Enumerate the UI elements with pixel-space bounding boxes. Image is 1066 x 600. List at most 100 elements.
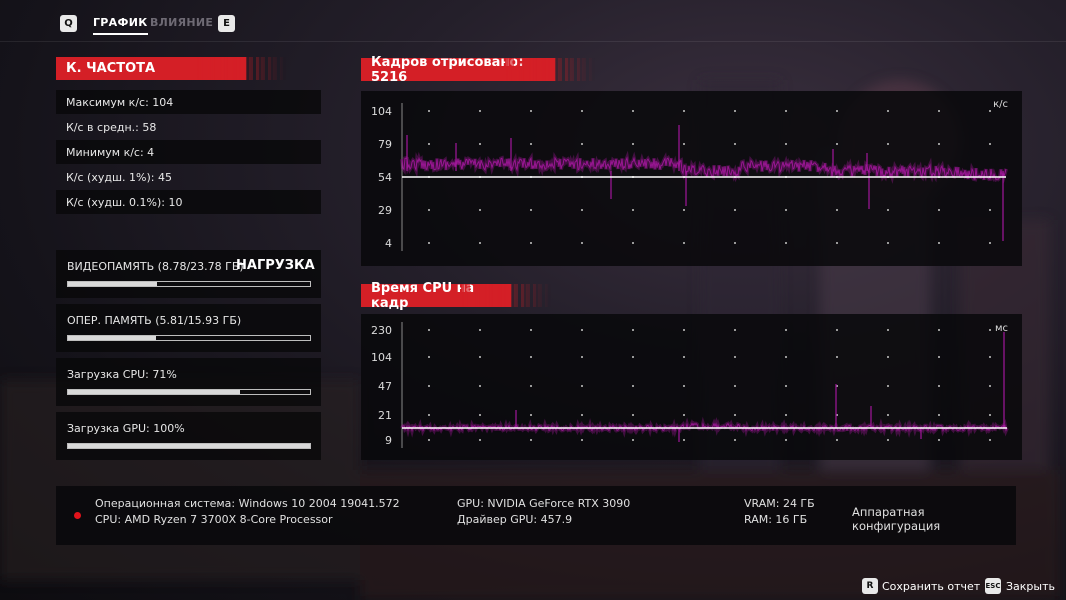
grid-dot (887, 329, 889, 331)
frame-series-line (401, 156, 1007, 181)
grid-dot (479, 439, 481, 441)
grid-dot (581, 385, 583, 387)
fps-chart-plot: 104 79 54 29 4 (371, 103, 1008, 251)
grid-dot (887, 414, 889, 416)
tab-impact[interactable]: ВЛИЯНИЕ (150, 16, 214, 29)
grid-dot (734, 414, 736, 416)
header-glitch-decoration (505, 58, 595, 81)
grid-dot (734, 143, 736, 145)
grid-dot (530, 329, 532, 331)
y-tick-label: 79 (378, 138, 392, 151)
close-button[interactable]: Закрыть (1006, 580, 1055, 593)
grid-dot (887, 356, 889, 358)
grid-dot (785, 329, 787, 331)
grid-dot (887, 242, 889, 244)
grid-dot (836, 385, 838, 387)
grid-dot (938, 385, 940, 387)
gpu-progress-bar (67, 443, 311, 449)
grid-dot (887, 110, 889, 112)
y-tick-label: 4 (385, 237, 392, 250)
grid-dot (530, 110, 532, 112)
vram-info: VRAM: 24 ГБ (744, 497, 815, 510)
grid-dot (581, 110, 583, 112)
grid-dot (734, 439, 736, 441)
grid-dot (938, 242, 940, 244)
tab-right-key[interactable]: E (218, 15, 235, 32)
grid-dot (428, 143, 430, 145)
stat-text: К/с (худш. 0.1%): 10 (66, 195, 183, 209)
grid-dot (632, 110, 634, 112)
grid-dot (530, 385, 532, 387)
load-title: НАГРУЗКА (236, 258, 315, 273)
cpu-chart-title: Время CPU на кадр (371, 280, 475, 311)
grid-dot (683, 439, 685, 441)
vram-progress-fill (68, 282, 158, 286)
esc-key-icon[interactable]: ESC (985, 578, 1001, 594)
grid-dot (938, 329, 940, 331)
grid-dot (785, 414, 787, 416)
grid-dot (734, 209, 736, 211)
grid-dot (836, 329, 838, 331)
grid-dot (938, 209, 940, 211)
grid-dot (428, 110, 430, 112)
grid-dot (938, 439, 940, 441)
save-key-icon[interactable]: R (862, 578, 878, 594)
grid-dot (836, 110, 838, 112)
system-info-bar: Операционная система: Windows 10 2004 19… (56, 486, 1016, 545)
y-tick-label: 21 (378, 409, 392, 422)
fps-chart: к/с 104 79 54 29 4 (361, 91, 1022, 266)
tab-left-key[interactable]: Q (60, 15, 77, 32)
grid-dot (479, 209, 481, 211)
grid-dot (632, 329, 634, 331)
grid-dot (428, 356, 430, 358)
grid-dot (683, 414, 685, 416)
grid-dot (989, 209, 991, 211)
stat-text: Максимум к/с: 104 (66, 95, 174, 109)
grid-dot (734, 242, 736, 244)
y-tick-label: 230 (371, 324, 392, 337)
grid-dot (734, 329, 736, 331)
grid-dot (785, 143, 787, 145)
grid-dot (479, 143, 481, 145)
grid-dot (479, 329, 481, 331)
grid-dot (887, 143, 889, 145)
grid-dot (479, 242, 481, 244)
grid-dot (734, 110, 736, 112)
header-glitch-decoration (461, 284, 551, 307)
cpu-load-label: Загрузка CPU: 71% (67, 368, 177, 381)
hardware-config-label[interactable]: Аппаратная конфигурация (852, 505, 941, 533)
y-tick-label: 29 (378, 204, 392, 217)
grid-dot (683, 356, 685, 358)
grid-dot (581, 209, 583, 211)
stat-text: К/с в средн.: 58 (66, 120, 157, 134)
os-info: Операционная система: Windows 10 2004 19… (95, 497, 400, 510)
grid-dot (785, 385, 787, 387)
header-glitch-decoration (196, 57, 286, 80)
ram-info: RAM: 16 ГБ (744, 513, 808, 526)
grid-dot (632, 209, 634, 211)
stat-low1-fps: К/с (худш. 1%): 45 (56, 165, 321, 189)
grid-dot (989, 385, 991, 387)
vram-label: ВИДЕОПАМЯТЬ (8.78/23.78 ГБ) (67, 260, 244, 273)
grid-dot (530, 356, 532, 358)
stat-text: Минимум к/с: 4 (66, 145, 155, 159)
stat-low01-fps: К/с (худш. 0.1%): 10 (56, 190, 321, 214)
grid-dot (989, 439, 991, 441)
ram-load-box: ОПЕР. ПАМЯТЬ (5.81/15.93 ГБ) (56, 304, 321, 352)
grid-dot (785, 242, 787, 244)
save-report-button[interactable]: Сохранить отчет (882, 580, 981, 593)
grid-dot (581, 329, 583, 331)
grid-dot (428, 242, 430, 244)
grid-dot (632, 385, 634, 387)
grid-dot (938, 356, 940, 358)
tab-graph[interactable]: ГРАФИК (93, 16, 148, 35)
recording-indicator-icon (74, 512, 81, 519)
grid-dot (836, 143, 838, 145)
grid-dot (581, 242, 583, 244)
grid-dot (428, 439, 430, 441)
cpu-chart-unit: мс (994, 323, 1008, 334)
grid-dot (683, 242, 685, 244)
stat-avg-fps: К/с в средн.: 58 (56, 115, 321, 139)
grid-dot (479, 110, 481, 112)
grid-dot (428, 329, 430, 331)
